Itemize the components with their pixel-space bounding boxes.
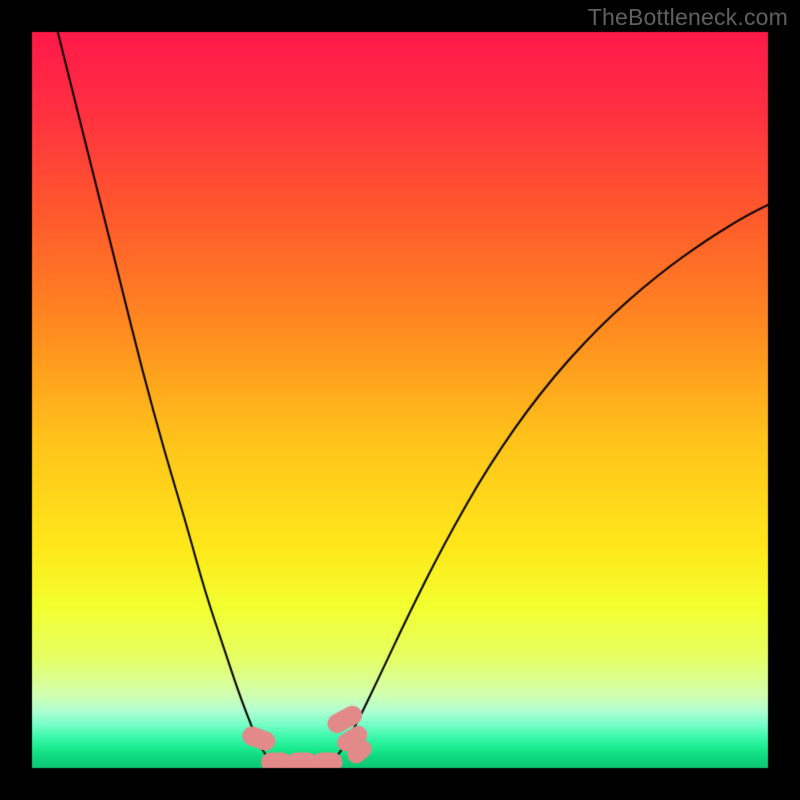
chart-stage: TheBottleneck.com bbox=[0, 0, 800, 800]
bottleneck-curve-canvas bbox=[0, 0, 800, 800]
watermark-text: TheBottleneck.com bbox=[588, 4, 788, 31]
